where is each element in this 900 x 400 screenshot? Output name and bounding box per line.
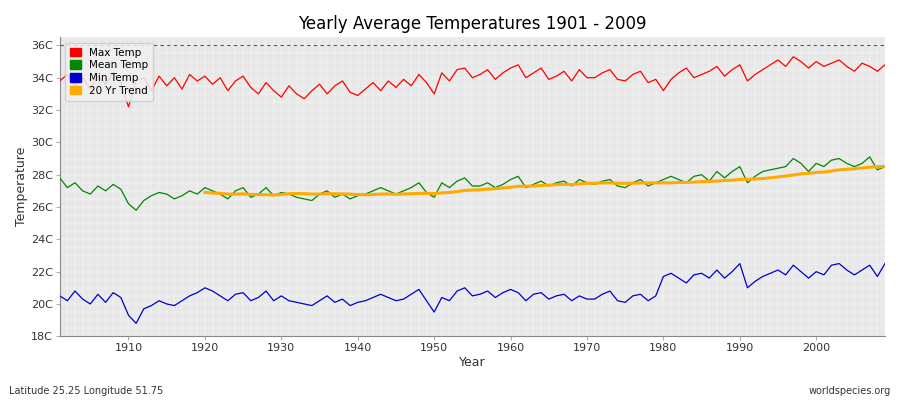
Legend: Max Temp, Mean Temp, Min Temp, 20 Yr Trend: Max Temp, Mean Temp, Min Temp, 20 Yr Tre…	[65, 42, 153, 101]
Text: Latitude 25.25 Longitude 51.75: Latitude 25.25 Longitude 51.75	[9, 386, 163, 396]
Text: worldspecies.org: worldspecies.org	[809, 386, 891, 396]
Y-axis label: Temperature: Temperature	[15, 147, 28, 226]
Title: Yearly Average Temperatures 1901 - 2009: Yearly Average Temperatures 1901 - 2009	[298, 15, 646, 33]
X-axis label: Year: Year	[459, 356, 486, 369]
